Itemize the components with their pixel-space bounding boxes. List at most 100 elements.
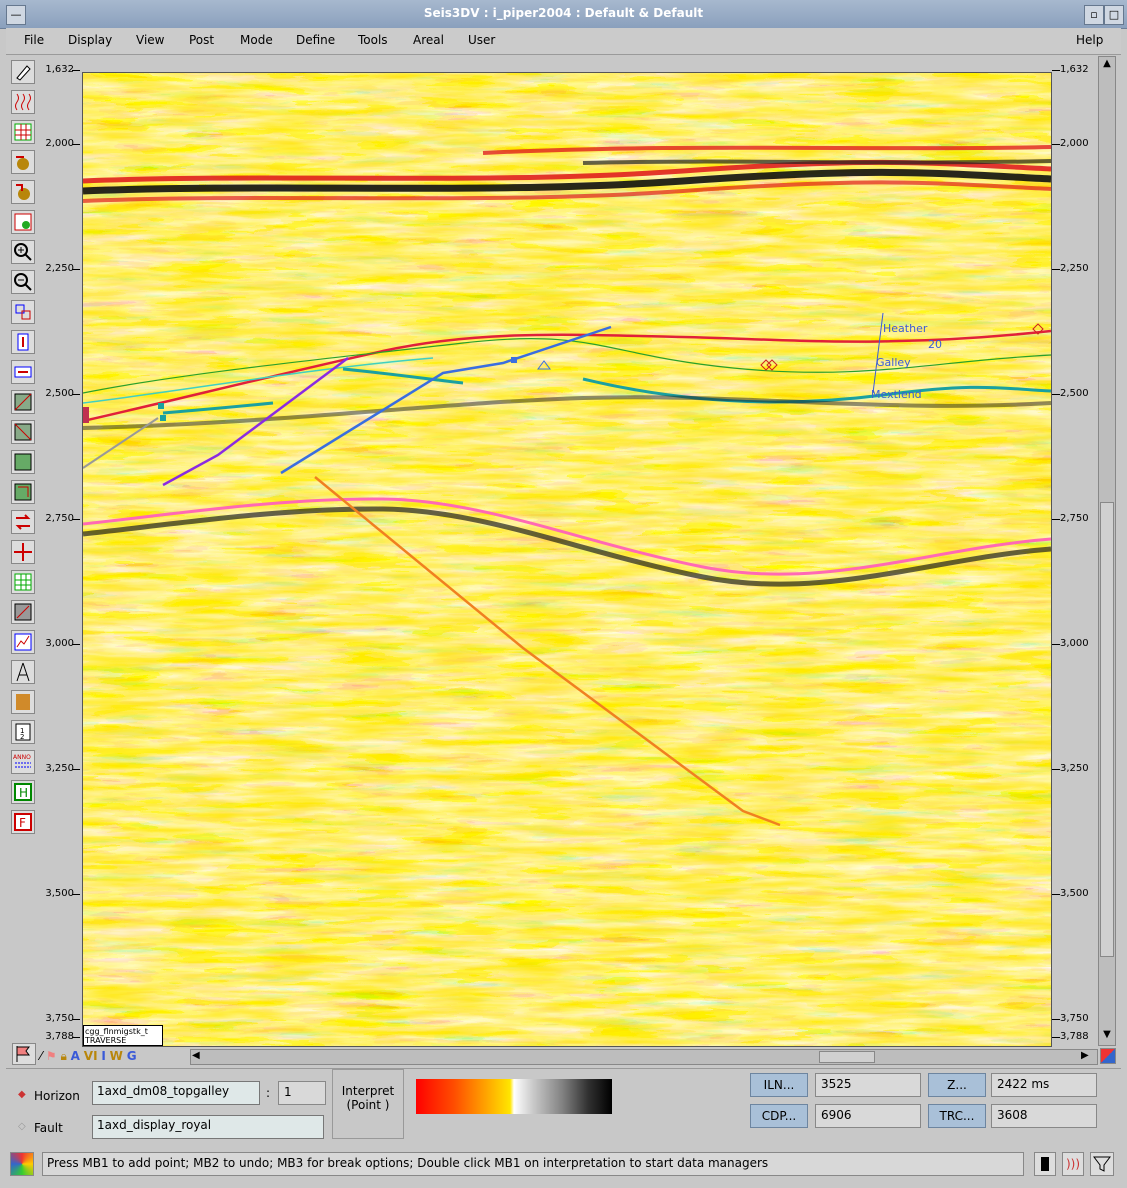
swap-icon[interactable]	[11, 510, 35, 534]
horizon-name-field[interactable]: 1axd_dm08_topgalley	[92, 1081, 260, 1105]
pencil-tool-button[interactable]	[11, 60, 35, 84]
axis-tick-mark	[72, 769, 80, 770]
z-value: 2422 ms	[991, 1073, 1097, 1097]
flag-icon[interactable]	[12, 1043, 36, 1065]
menu-view[interactable]: View	[136, 33, 165, 47]
interpret-mode-button[interactable]: Interpret (Point )	[332, 1069, 404, 1139]
fault-f-icon[interactable]: F	[11, 810, 35, 834]
horizontal-scrollbar[interactable]: ◀ ▶	[190, 1049, 1098, 1065]
fault-blue-line	[280, 325, 612, 475]
trc-button[interactable]: TRC...	[928, 1104, 986, 1128]
zoom-out-icon[interactable]	[11, 270, 35, 294]
axis-tick-mark	[1052, 519, 1060, 520]
annotation-icon[interactable]: ANNO	[11, 750, 35, 774]
minimize-button[interactable]: ▫	[1084, 5, 1104, 25]
tool-w-button[interactable]: W	[109, 1049, 123, 1063]
menu-user[interactable]: User	[468, 33, 496, 47]
horizon-h-icon[interactable]: H	[11, 780, 35, 804]
tool-a-button[interactable]: A	[70, 1049, 80, 1063]
vertical-scrollbar[interactable]: ▲ ▼	[1098, 56, 1116, 1046]
menu-define[interactable]: Define	[296, 33, 336, 47]
well-icon[interactable]	[11, 660, 35, 684]
scroll-left-arrow-icon[interactable]: ◀	[192, 1050, 200, 1061]
right-axis-tick-label: 2,000	[1060, 138, 1089, 149]
pan-vertical-icon[interactable]	[11, 330, 35, 354]
diamond-marker	[760, 359, 778, 371]
fault-name-field[interactable]: 1axd_display_royal	[92, 1115, 324, 1139]
cdp-button[interactable]: CDP...	[750, 1104, 808, 1128]
axis-tick-mark	[1052, 644, 1060, 645]
window-split-icon[interactable]	[1034, 1152, 1056, 1176]
menu-file[interactable]: File	[24, 33, 45, 47]
tool-i-button[interactable]: I	[101, 1049, 106, 1063]
ball-tool-button[interactable]	[11, 150, 35, 174]
seismic-section[interactable]: Heather 20 Galley Mextlend cgg_flnmigstk…	[82, 72, 1052, 1047]
horizon-version-field[interactable]: 1	[278, 1081, 326, 1105]
table-icon[interactable]	[11, 570, 35, 594]
maximize-button[interactable]: □	[1104, 5, 1124, 25]
color-scale-bar	[416, 1079, 612, 1114]
zoom-in-icon[interactable]	[11, 240, 35, 264]
app-logo-icon	[10, 1152, 34, 1176]
wiggle-tool-button[interactable]	[11, 90, 35, 114]
flag-small-icon[interactable]: ⚑	[45, 1049, 57, 1063]
move-icon[interactable]	[11, 540, 35, 564]
pen-icon[interactable]: ⁄	[40, 1049, 43, 1063]
pick-marker	[160, 415, 166, 421]
menu-tools[interactable]: Tools	[358, 33, 388, 47]
well-label-heather: Heather	[883, 322, 928, 335]
triangle-marker	[537, 360, 551, 370]
section2-tool-button[interactable]	[11, 420, 35, 444]
map-tool-button[interactable]	[11, 210, 35, 234]
seismic-view-icon[interactable]	[11, 600, 35, 624]
log-icon[interactable]	[11, 690, 35, 714]
fault-label[interactable]: Fault	[34, 1121, 63, 1135]
vertical-scroll-thumb[interactable]	[1100, 502, 1114, 957]
grid-tool-button[interactable]	[11, 120, 35, 144]
menu-help[interactable]: Help	[1076, 33, 1104, 47]
well-label-galley: Galley	[876, 356, 911, 369]
corner-color-icon[interactable]	[1100, 1048, 1116, 1064]
tool-vi-button[interactable]: VI	[83, 1049, 98, 1063]
axis-tick-mark	[1052, 269, 1060, 270]
menu-post[interactable]: Post	[189, 33, 215, 47]
axis-tick-mark	[72, 394, 80, 395]
menu-areal[interactable]: Areal	[413, 33, 444, 47]
scroll-up-arrow-icon[interactable]: ▲	[1103, 58, 1111, 69]
window-menu-button[interactable]: —	[6, 5, 26, 25]
filter-icon[interactable]	[1090, 1152, 1114, 1176]
section-tool-button[interactable]	[11, 390, 35, 414]
horizon-label[interactable]: Horizon	[34, 1089, 80, 1103]
horizon-radio-icon[interactable]: ◆	[18, 1089, 26, 1100]
chart-icon[interactable]	[11, 630, 35, 654]
edge-marker	[83, 407, 89, 423]
left-axis-tick-label: 2,750	[45, 513, 74, 524]
scroll-down-arrow-icon[interactable]: ▼	[1103, 1029, 1111, 1040]
status-message: Press MB1 to add point; MB2 to undo; MB3…	[42, 1152, 1024, 1176]
section3-tool-button[interactable]	[11, 450, 35, 474]
title-bar: — Seis3DV : i_piper2004 : Default & Defa…	[0, 0, 1127, 29]
svg-text:1: 1	[20, 727, 24, 735]
menu-mode[interactable]: Mode	[240, 33, 273, 47]
interpret-mode-label: (Point )	[346, 1098, 390, 1112]
horizontal-scroll-thumb[interactable]	[819, 1051, 875, 1063]
lock-icon[interactable]: 🔒︎	[60, 1049, 67, 1063]
ball-add-tool-button[interactable]	[11, 180, 35, 204]
section4-tool-button[interactable]	[11, 480, 35, 504]
scroll-right-arrow-icon[interactable]: ▶	[1081, 1050, 1089, 1061]
iln-button[interactable]: ILN...	[750, 1073, 808, 1097]
fault-radio-icon[interactable]: ◇	[18, 1121, 26, 1132]
right-axis-tick-label: 3,750	[1060, 1013, 1089, 1024]
pan-horizontal-icon[interactable]	[11, 360, 35, 384]
pick-marker	[158, 403, 164, 409]
trc-value: 3608	[991, 1104, 1097, 1128]
signal-icon[interactable]: )))	[1062, 1152, 1084, 1176]
diamond-marker	[1032, 323, 1044, 335]
z-button[interactable]: Z...	[928, 1073, 986, 1097]
menu-display[interactable]: Display	[68, 33, 113, 47]
zoom-box-icon[interactable]	[11, 300, 35, 324]
left-axis-tick-label: 1,632	[45, 64, 74, 75]
tool-g-button[interactable]: G	[126, 1049, 137, 1063]
